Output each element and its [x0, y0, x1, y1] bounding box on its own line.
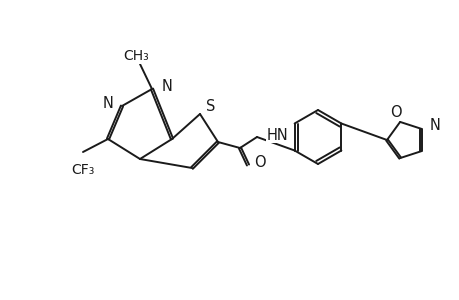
- Text: O: O: [253, 154, 265, 169]
- Text: CF₃: CF₃: [71, 163, 95, 177]
- Text: S: S: [206, 98, 215, 113]
- Text: O: O: [390, 105, 401, 120]
- Text: N: N: [428, 118, 439, 133]
- Text: CH₃: CH₃: [123, 49, 149, 63]
- Text: N: N: [162, 79, 173, 94]
- Text: N: N: [103, 95, 114, 110]
- Text: HN: HN: [266, 128, 288, 142]
